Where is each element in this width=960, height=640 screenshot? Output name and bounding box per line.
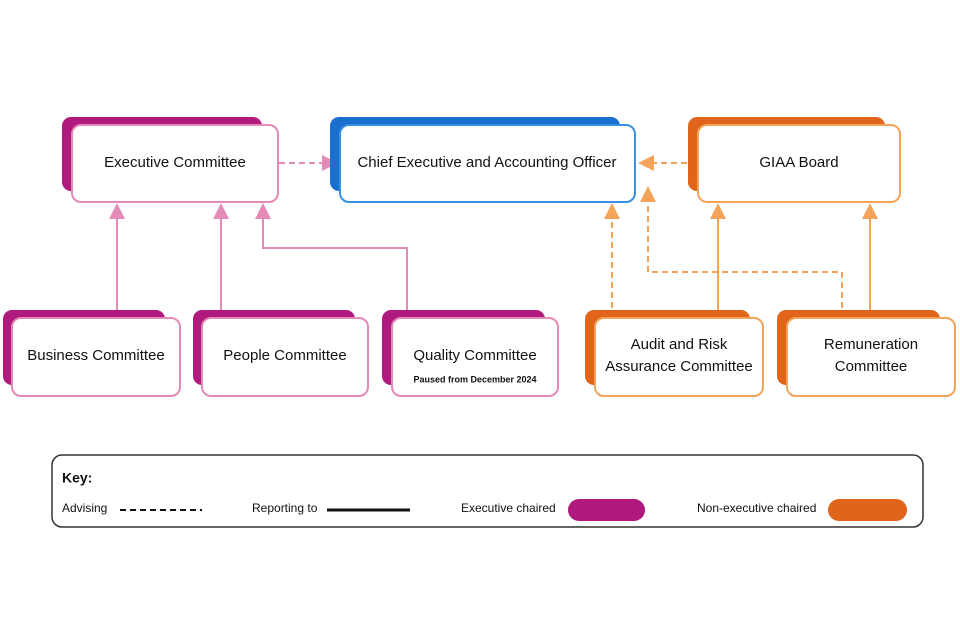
node-label: Executive Committee [104, 154, 246, 171]
node-box [71, 124, 279, 203]
node-label: Committee [835, 358, 908, 375]
node-box [697, 124, 901, 203]
node: Remuneration Committee [777, 310, 956, 397]
key-label: Advising [62, 501, 107, 515]
key-title: Key: [62, 470, 92, 486]
node-label: Quality Committee [413, 347, 536, 364]
key-swatch [568, 499, 645, 521]
node-box [594, 317, 764, 397]
node-box [391, 317, 559, 397]
node-label: People Committee [223, 347, 346, 364]
node: Chief Executive and Accounting Officer [330, 117, 636, 203]
key-label: Non-executive chaired [697, 501, 816, 515]
node-label: Audit and Risk [631, 336, 728, 353]
reporting-arrow [255, 203, 408, 318]
key-label: Reporting to [252, 501, 318, 515]
node-box [11, 317, 181, 397]
key-label: Executive chaired [461, 501, 556, 515]
key: Key: Advising Reporting to Executive cha… [51, 454, 924, 528]
key-box [51, 454, 924, 528]
node: Quality Committee Paused from December 2… [382, 310, 559, 397]
node-label: Chief Executive and Accounting Officer [357, 154, 616, 171]
node-note: Paused from December 2024 [413, 374, 536, 384]
node-label: Business Committee [27, 347, 165, 364]
node-box [339, 124, 636, 203]
node: Audit and Risk Assurance Committee [585, 310, 764, 397]
node: GIAA Board [688, 117, 901, 203]
node-label: GIAA Board [759, 154, 838, 171]
node: Business Committee [3, 310, 181, 397]
node-box [201, 317, 369, 397]
node-label: Remuneration [824, 336, 918, 353]
node: Executive Committee [62, 117, 279, 203]
connectors [109, 155, 878, 318]
node: People Committee [193, 310, 369, 397]
node-label: Assurance Committee [605, 358, 753, 375]
key-swatch [828, 499, 907, 521]
advising-arrow [640, 186, 843, 318]
node-box [786, 317, 956, 397]
